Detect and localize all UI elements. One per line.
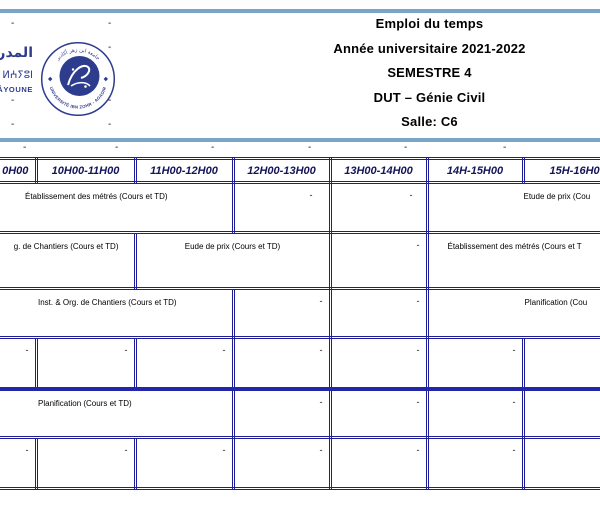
time-header-cell: 13H00-14H00 [328,157,429,184]
seal-diamond-right [103,76,108,82]
course-cell: g. de Chantiers (Cours et TD) [0,231,137,290]
empty-slot-cell: - [425,436,525,490]
dash-mark: - [11,18,15,29]
seal-calligraphy [67,65,91,86]
empty-slot-cell: - [231,336,332,390]
dash-mark: - [108,95,112,106]
schedule-row: g. de Chantiers (Cours et TD) Eude de pr… [0,231,600,290]
dash-mark: - [115,0,118,5]
semester: SEMESTRE 4 [387,65,472,80]
program: DUT – Génie Civil [373,89,486,105]
institution-name-tifinagh: · ⵍⵄⵢⵓⵏ [0,70,33,81]
empty-slot-cell: - [425,386,525,439]
empty-slot-cell: - [0,436,38,490]
empty-slot-cell [521,336,600,390]
empty-slot-cell: - [231,181,332,234]
course-cell: Planification (Cours et TD) [0,386,235,439]
dash-mark: - [308,0,311,5]
empty-slot-cell: - [133,436,235,490]
time-header-cell: 14H-15H00 [425,157,525,184]
room: Salle: C6 [401,114,458,129]
schedule-row: Planification (Cours et TD) - - - [0,386,600,439]
time-header-cell: 10H00-11H00 [34,157,137,184]
seal-inner-disc [59,56,100,96]
empty-slot-cell: - [328,386,429,439]
header-rule-bottom [0,138,600,142]
dash-mark: - [503,142,507,153]
empty-slot-cell: - [328,336,429,390]
course-cell: Etude de prix (Cou [425,181,600,234]
dash-mark: - [404,142,408,153]
time-header-cell: 0H00 [0,157,38,184]
empty-slot-cell: - [231,287,332,339]
dash-mark: - [108,18,112,29]
schedule-row: - - - - - - [0,436,600,490]
empty-slot-cell: - [328,287,429,339]
empty-slot-cell: - [231,386,332,439]
university-seal-logo: جامعة ابن زهر أكادير UNIVERSITÉ IBN ZOHR… [40,41,116,117]
timeslot-header-row: 0H00 10H00-11H00 11H00-12H00 12H00-13H00… [0,157,600,184]
empty-slot-cell: - [328,181,429,234]
institution-name-arabic: المدرسة [0,44,33,60]
title-block: Emploi du temps Année universitaire 2021… [259,12,600,135]
empty-slot-cell: - [34,436,137,490]
dash-mark: - [108,119,112,130]
academic-year: Année universitaire 2021-2022 [333,40,526,56]
empty-slot-cell: - [0,336,38,390]
header-rule-top [0,9,600,13]
dash-mark: - [21,0,24,5]
empty-slot-cell: - [328,231,429,290]
dash-mark: - [108,42,112,53]
empty-slot-cell [521,436,600,490]
dash-mark: - [11,119,15,130]
dash-mark: - [211,142,215,153]
course-cell: Planification (Cou [425,287,600,339]
empty-slot-cell: - [328,436,429,490]
schedule-row: Établissement des métrés (Cours et TD) -… [0,181,600,234]
empty-slot-cell: - [133,336,235,390]
timetable: 0H00 10H00-11H00 11H00-12H00 12H00-13H00… [0,157,600,490]
dash-mark: - [406,0,409,5]
schedule-row: Inst. & Org. de Chantiers (Cours et TD) … [0,287,600,339]
time-header-cell: 11H00-12H00 [133,157,235,184]
course-cell: Eude de prix (Cours et TD) [133,231,332,290]
time-header-cell: 15H-16H00 [521,157,600,184]
institution-city: LAÂYOUNE [0,85,33,94]
dash-mark: - [308,142,312,153]
course-cell: Établissement des métrés (Cours et TD) [0,181,235,234]
empty-slot-cell: - [425,336,525,390]
dash-mark: - [506,0,509,5]
empty-slot-cell: - [34,336,137,390]
course-cell: Établissement des métrés (Cours et T [425,231,600,290]
course-cell: Inst. & Org. de Chantiers (Cours et TD) [0,287,235,339]
empty-slot-cell [521,386,600,439]
dash-mark: - [11,95,15,106]
dash-mark: - [115,142,119,153]
doc-title: Emploi du temps [375,16,484,31]
empty-slot-cell: - [231,436,332,490]
time-header-cell: 12H00-13H00 [231,157,332,184]
schedule-row: - - - - - - [0,336,600,390]
dash-mark: - [23,142,27,153]
